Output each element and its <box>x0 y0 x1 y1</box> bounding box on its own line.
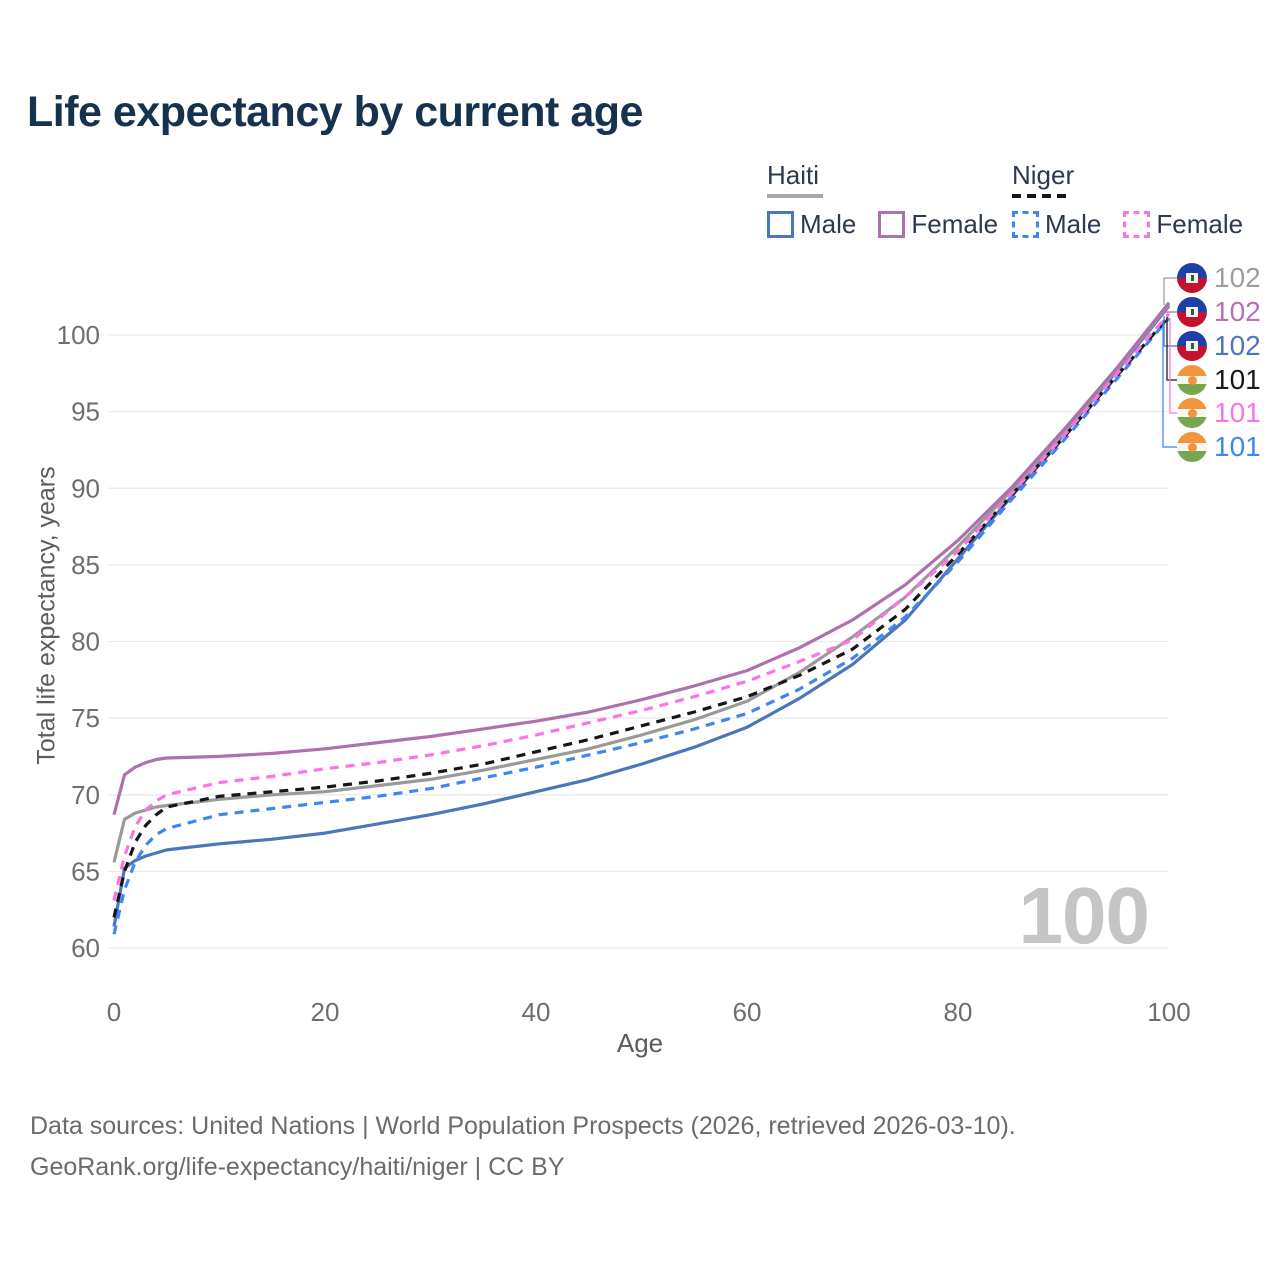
legend-country-haiti: Haiti <box>767 160 820 190</box>
series-line <box>112 312 1171 901</box>
y-tick-label: 95 <box>71 397 100 427</box>
series-line <box>112 303 1171 863</box>
legend-group-niger: Niger Male Female <box>1012 160 1265 240</box>
y-tick-label: 65 <box>71 856 100 886</box>
end-label-value: 102 <box>1214 296 1261 327</box>
series-line <box>112 317 1171 935</box>
end-label-row: 101 <box>1177 431 1261 462</box>
x-tick-label: 80 <box>944 997 973 1027</box>
haiti-flag-icon <box>1177 263 1207 293</box>
legend-underline-niger <box>1012 194 1068 198</box>
series-line <box>112 304 1171 927</box>
series-line <box>112 301 1171 816</box>
niger-flag-icon <box>1177 365 1207 395</box>
x-tick-label: 100 <box>1147 997 1190 1027</box>
haiti-flag-icon <box>1177 297 1207 327</box>
end-label-connector <box>1163 316 1177 347</box>
footer: Data sources: United Nations | World Pop… <box>30 1106 1016 1187</box>
y-tick-label: 85 <box>71 550 100 580</box>
x-tick-label: 60 <box>733 997 762 1027</box>
niger-flag-icon <box>1177 398 1207 428</box>
end-label-connector <box>1163 277 1177 305</box>
legend-underline-haiti <box>767 194 823 198</box>
legend-item-haiti-male[interactable]: Male <box>767 209 856 240</box>
y-axis-title: Total life expectancy, years <box>32 466 61 765</box>
niger-female-swatch-icon <box>1123 211 1151 238</box>
legend-item-haiti-female[interactable]: Female <box>878 209 998 240</box>
page-title: Life expectancy by current age <box>27 88 643 136</box>
niger-male-swatch-icon <box>1012 211 1039 238</box>
y-tick-label: 90 <box>71 473 100 503</box>
legend-label: Female <box>911 209 999 239</box>
y-tick-label: 60 <box>71 933 100 963</box>
end-label-row: 101 <box>1177 397 1261 428</box>
y-tick-label: 75 <box>71 703 100 733</box>
niger-flag-icon <box>1177 432 1207 462</box>
end-label-connector <box>1166 317 1177 381</box>
legend-label: Male <box>800 209 857 239</box>
x-axis-title: Age <box>616 1028 664 1058</box>
legend-item-niger-male[interactable]: Male <box>1012 209 1101 240</box>
end-label-value: 101 <box>1214 431 1261 462</box>
end-label-row: 102 <box>1177 296 1261 327</box>
end-label-value: 101 <box>1214 397 1261 428</box>
end-label-value: 101 <box>1214 364 1261 395</box>
x-tick-label: 20 <box>311 997 340 1027</box>
end-label-row: 102 <box>1177 262 1261 293</box>
haiti-flag-icon <box>1177 331 1207 361</box>
end-label-value: 102 <box>1214 262 1261 293</box>
footer-url: GeoRank.org/life-expectancy/haiti/niger … <box>30 1152 565 1181</box>
y-tick-label: 100 <box>57 320 100 350</box>
legend-label: Male <box>1045 209 1102 239</box>
end-label-value: 102 <box>1214 330 1261 361</box>
legend-item-niger-female[interactable]: Female <box>1123 209 1243 240</box>
current-age-watermark: 100 <box>1018 871 1150 960</box>
end-label-connector <box>1162 320 1177 448</box>
footer-sources: Data sources: United Nations | World Pop… <box>30 1112 1016 1140</box>
end-label-connector <box>1169 318 1177 414</box>
legend-label: Female <box>1156 209 1244 239</box>
legend-group-haiti: Haiti Male Female <box>767 160 1020 240</box>
legend-country-niger: Niger <box>1012 160 1075 190</box>
x-tick-label: 0 <box>107 997 121 1027</box>
series-line <box>112 315 1171 918</box>
y-tick-label: 70 <box>71 780 100 810</box>
end-label-row: 102 <box>1177 330 1261 361</box>
end-label-row: 101 <box>1177 364 1261 395</box>
haiti-male-swatch-icon <box>767 211 794 238</box>
haiti-female-swatch-icon <box>878 211 906 238</box>
x-tick-label: 40 <box>522 997 551 1027</box>
y-tick-label: 80 <box>71 627 100 657</box>
